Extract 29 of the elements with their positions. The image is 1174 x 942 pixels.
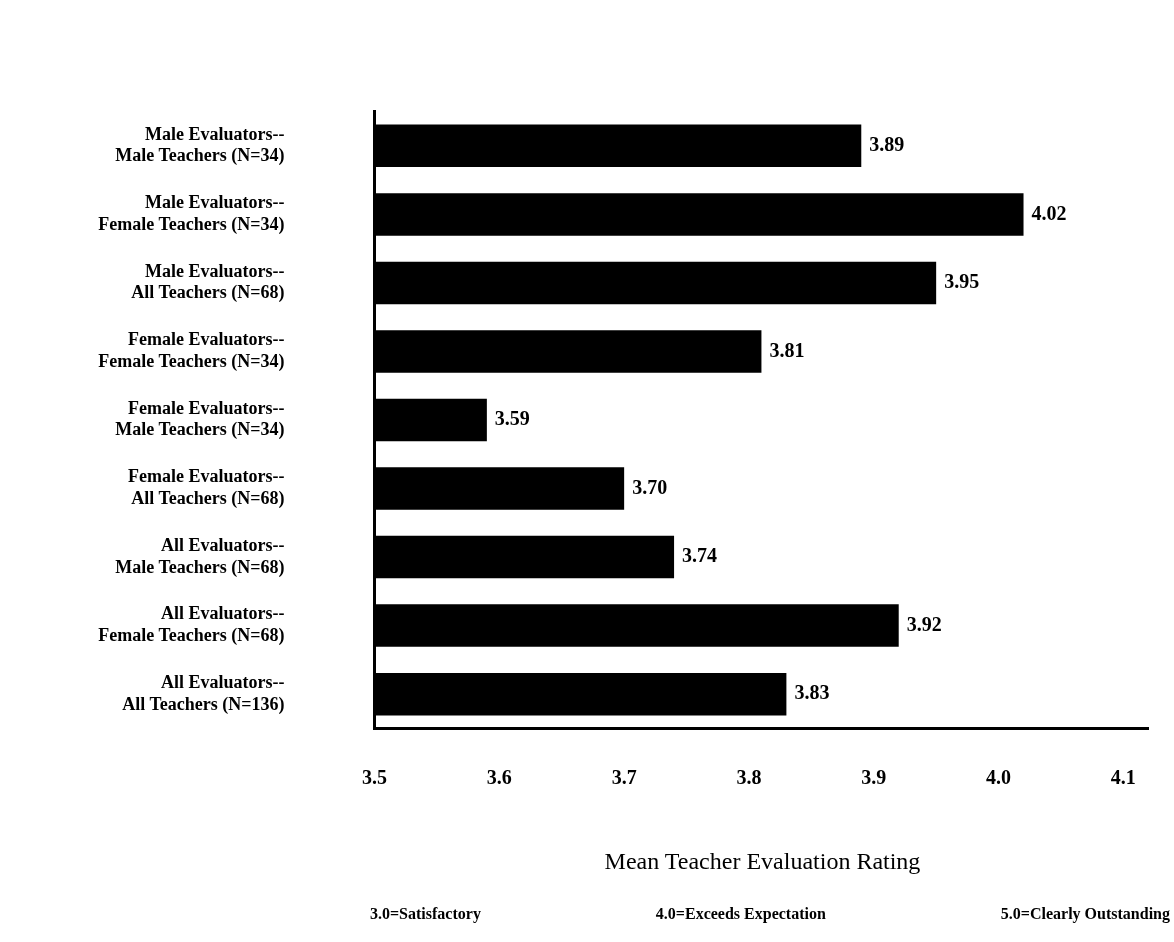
y-tick-label: Female Evaluators-- All Teachers (N=68) [128, 466, 285, 509]
y-tick-label: Male Evaluators-- Female Teachers (N=34) [98, 192, 285, 235]
data-label: 3.74 [682, 544, 718, 567]
text: 5.0=Clearly Outstanding [1000, 905, 1170, 923]
y-tick-label: Female Evaluators-- Male Teachers (N=34) [115, 397, 285, 441]
x-tick-label: 4.0 [986, 765, 1012, 788]
x-tick-label: 3.7 [611, 765, 637, 788]
data-label: 3.81 [769, 338, 805, 361]
data-label: 3.59 [494, 407, 530, 430]
y-tick-label: Male Evaluators-- All Teachers (N=68) [131, 260, 285, 304]
data-label: 4.02 [1031, 201, 1067, 224]
data-label: 3.89 [869, 133, 905, 156]
y-tick-label: All Evaluators-- Female Teachers (N=68) [98, 603, 285, 647]
data-label: 3.83 [794, 681, 830, 704]
x-tick-label: 3.9 [861, 765, 887, 788]
x-axis-title: Mean Teacher Evaluation Rating [603, 848, 922, 875]
text: 4.0=Exceeds Expectation [655, 905, 826, 923]
x-tick-label: 3.5 [362, 765, 388, 788]
y-tick-label: All Evaluators-- All Teachers (N=136) [122, 671, 285, 715]
y-tick-label: Male Evaluators-- Male Teachers (N=34) [115, 123, 285, 167]
x-tick-label: 4.1 [1110, 765, 1136, 788]
data-label: 3.70 [632, 475, 668, 498]
y-tick-label: Female Evaluators-- Female Teachers (N=34) [98, 329, 285, 372]
x-tick-label: 3.8 [736, 765, 762, 788]
x-tick-label: 3.6 [486, 765, 512, 788]
data-label: 3.95 [944, 270, 980, 293]
y-tick-label: All Evaluators-- Male Teachers (N=68) [115, 534, 285, 578]
text: 3.0=Satisfactory [370, 905, 481, 923]
data-label: 3.92 [906, 612, 942, 635]
